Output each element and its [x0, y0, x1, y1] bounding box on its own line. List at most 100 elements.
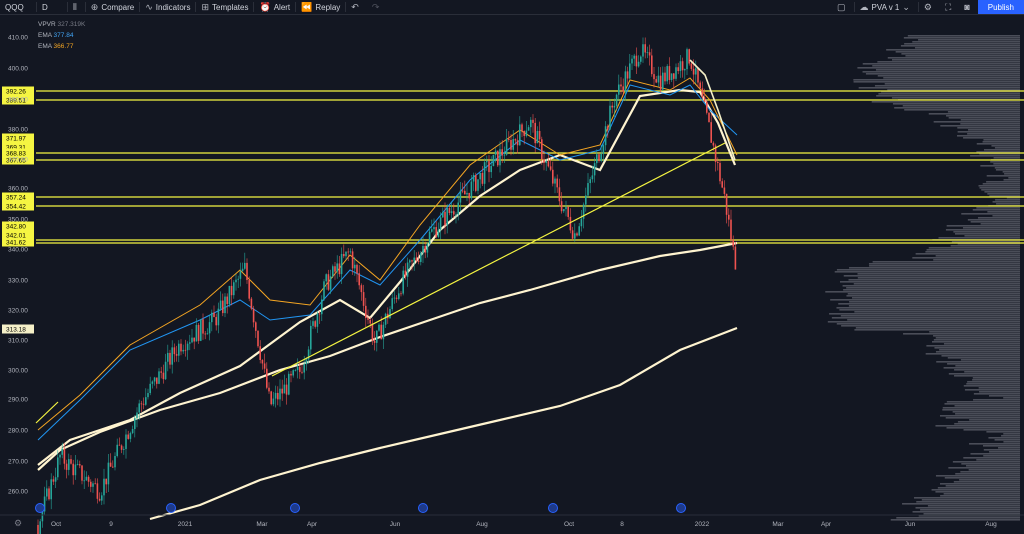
candle-body [712, 142, 715, 146]
volume-profile-bar [955, 473, 1020, 475]
legend-vpvr-value: 327.319K [57, 21, 86, 28]
candle-body [206, 333, 209, 335]
legend-ema-1[interactable]: EMA 377.84 [38, 30, 85, 41]
candle-body [83, 480, 85, 482]
candle-body [272, 398, 275, 405]
candle-body [532, 119, 534, 123]
candle-body [481, 173, 484, 184]
price-level-label-bg [2, 148, 34, 158]
candle-body [657, 75, 660, 83]
candle-body [565, 207, 567, 210]
dividend-marker-icon [676, 503, 686, 513]
settings-button[interactable]: ⚙ [919, 0, 940, 14]
replay-button[interactable]: ⏪ Replay [296, 0, 345, 14]
alert-button[interactable]: ⏰ Alert [254, 0, 295, 14]
volume-profile-bar [950, 245, 1020, 247]
candle-body [662, 72, 664, 90]
volume-profile-bar [939, 349, 1020, 351]
candle-body [230, 285, 233, 296]
date-tick-label: 8 [620, 521, 624, 528]
volume-profile-bar [918, 515, 1020, 517]
price-tick-label: 360.00 [8, 186, 28, 193]
volume-profile-bar [939, 415, 1020, 417]
volume-profile-bar [964, 235, 1020, 237]
fullscreen-button[interactable]: ⛶ [940, 0, 959, 14]
candle-body [114, 456, 116, 468]
volume-profile-bar [871, 101, 1020, 103]
candle-body [536, 130, 539, 144]
volume-profile-bar [918, 39, 1020, 41]
price-tick-label: 280.00 [8, 428, 28, 435]
compare-button[interactable]: ⊕ Compare [86, 0, 139, 14]
price-level-label: 368.83 [6, 150, 26, 157]
undo-button[interactable]: ↶ [346, 0, 367, 14]
volume-profile-bar [943, 367, 1020, 369]
volume-profile-bar [901, 53, 1020, 55]
candle-body [296, 366, 299, 371]
volume-profile-bar [960, 359, 1020, 361]
candle-body [252, 308, 255, 323]
volume-profile-bar [973, 399, 1020, 401]
candle-body [274, 392, 277, 399]
volume-profile-bar [878, 93, 1020, 95]
candle-body [406, 262, 409, 277]
candle-body [596, 154, 598, 164]
layout-name-button[interactable]: ☁ PVA v 1 ⌄ [855, 0, 918, 14]
candle-body [633, 55, 635, 59]
volume-profile-bar [980, 165, 1020, 167]
candle-body [200, 319, 202, 341]
volume-profile-bar [977, 217, 1020, 219]
candle-body [358, 273, 360, 286]
candle-body [613, 105, 616, 108]
indicators-button[interactable]: ∿ Indicators [140, 0, 195, 14]
candle-body [171, 347, 173, 365]
candle-body [283, 384, 286, 394]
volume-profile-bar [957, 131, 1020, 133]
volume-profile-bar [865, 73, 1020, 75]
volume-profile-bar [857, 277, 1020, 279]
volume-profile-bar [853, 79, 1020, 81]
candle-body [156, 377, 158, 384]
snapshot-button[interactable]: ◙ [959, 0, 977, 14]
volume-profile-bar [926, 249, 1020, 251]
interval-button[interactable]: D [37, 0, 67, 14]
chart-type-button[interactable]: ⫴ [68, 0, 85, 14]
volume-profile-bar [1002, 171, 1020, 173]
candle-body [59, 454, 61, 458]
volume-profile-bar [903, 37, 1020, 39]
redo-button[interactable]: ↷ [367, 0, 388, 14]
candle-body [90, 481, 92, 487]
volume-profile-bar [947, 357, 1020, 359]
candle-body [233, 282, 235, 296]
symbol-search[interactable]: QQQ [0, 0, 36, 14]
time-axis[interactable]: Oct 9 2021 Mar Apr Jun Aug Oct 8 2022 Mar Apr Jun Aug [0, 514, 1024, 528]
candle-body [424, 245, 426, 253]
volume-profile-bar [987, 211, 1020, 213]
candle-body [516, 140, 519, 146]
candle-body [61, 448, 63, 455]
layout-button[interactable]: ▢ [832, 0, 854, 14]
candle-body [134, 418, 136, 430]
templates-button[interactable]: ⊞ Templates [196, 0, 253, 14]
volume-profile-bar [979, 187, 1020, 189]
date-tick-label: Jun [905, 521, 916, 528]
legend-vpvr[interactable]: VPVR 327.319K [38, 19, 85, 30]
candle-body [129, 433, 132, 439]
price-axis[interactable]: 410.00 400.00 390.00 380.00 370.00 360.00 350.… [8, 35, 28, 496]
volume-profile-bar [849, 267, 1020, 269]
publish-button[interactable]: Publish [977, 0, 1024, 14]
candle-body [123, 448, 125, 450]
legend-ema-2[interactable]: EMA 366.77 [38, 41, 85, 52]
candle-body [703, 97, 706, 102]
volume-profile-bar [887, 57, 1020, 59]
trend-lines [35, 59, 736, 424]
candle-body [307, 349, 310, 360]
volume-profile-bar [993, 163, 1020, 165]
candle-body [228, 285, 231, 305]
indicators-label: Indicators [155, 2, 191, 12]
candle-body [472, 175, 475, 182]
rewind-icon: ⏪ [301, 1, 313, 12]
candle-body [140, 403, 143, 405]
chart-settings-icon[interactable]: ⚙ [14, 518, 23, 528]
